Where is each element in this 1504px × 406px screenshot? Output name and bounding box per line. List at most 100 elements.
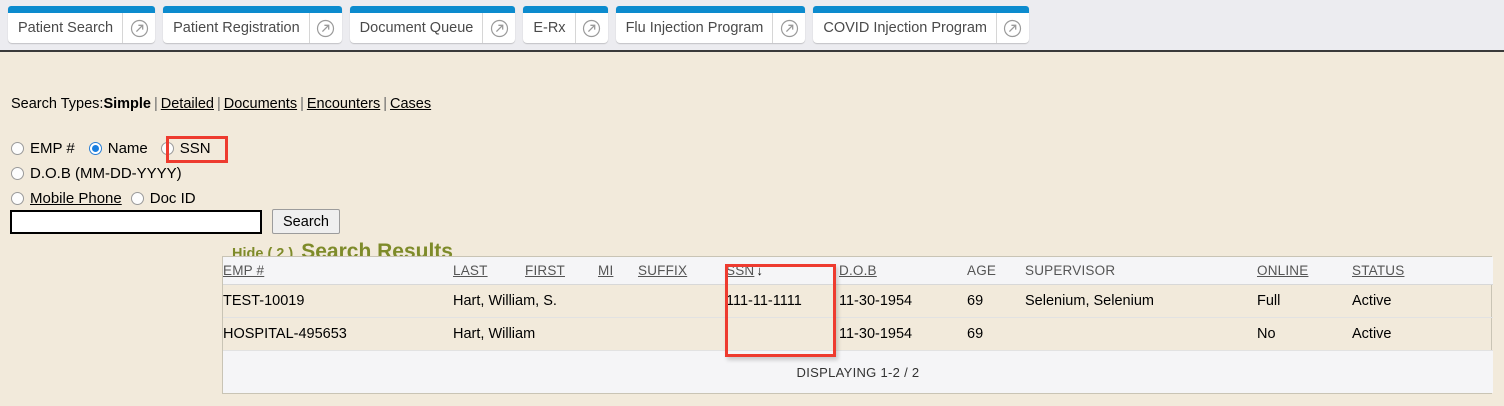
external-link-icon[interactable] bbox=[574, 13, 608, 43]
tab-label: Patient Registration bbox=[173, 20, 300, 36]
radio-ssn[interactable]: SSN bbox=[160, 140, 211, 157]
search-results-table: EMP # LAST FIRST MI SUFFIX SSN ↓ D.O.B AG… bbox=[223, 257, 1493, 393]
radio-button-indicator-selected[interactable] bbox=[88, 142, 102, 155]
results-count-label: DISPLAYING 1-2 / 2 bbox=[223, 350, 1493, 393]
tab-accent-bar bbox=[523, 6, 608, 13]
column-header-dob[interactable]: D.O.B bbox=[839, 257, 967, 285]
column-header-suffix[interactable]: SUFFIX bbox=[638, 257, 726, 285]
column-header-label: SSN bbox=[726, 263, 755, 278]
column-header-label: AGE bbox=[967, 263, 997, 278]
cell-status: Active bbox=[1352, 284, 1493, 318]
tab-label: Document Queue bbox=[359, 20, 474, 36]
tab-accent-bar bbox=[349, 6, 516, 13]
radio-name[interactable]: Name bbox=[88, 140, 148, 157]
table-body: TEST-10019 Hart, William, S. 111-11-1111… bbox=[223, 284, 1493, 351]
tab-accent-bar bbox=[8, 6, 156, 13]
column-header-emp[interactable]: EMP # bbox=[223, 257, 453, 285]
tab-e-rx[interactable]: E-Rx bbox=[523, 6, 608, 43]
search-types-label: Search Types: bbox=[11, 96, 104, 112]
column-header-label: LAST bbox=[453, 263, 488, 278]
radio-button-indicator[interactable] bbox=[11, 142, 24, 155]
column-header-last[interactable]: LAST bbox=[453, 257, 525, 285]
column-header-label: EMP # bbox=[223, 263, 265, 278]
search-type-link-detailed[interactable]: Detailed bbox=[160, 96, 214, 112]
cell-name: Hart, William bbox=[453, 317, 638, 351]
tab-accent-bar bbox=[163, 6, 342, 13]
separator: | bbox=[300, 96, 304, 112]
column-header-label: STATUS bbox=[1352, 263, 1405, 278]
radio-label: EMP # bbox=[30, 140, 75, 157]
search-type-link-cases[interactable]: Cases bbox=[390, 96, 432, 112]
radio-button-indicator[interactable] bbox=[160, 142, 174, 155]
table-footer: DISPLAYING 1-2 / 2 bbox=[223, 350, 1493, 393]
separator: | bbox=[153, 96, 158, 112]
table-header: EMP # LAST FIRST MI SUFFIX SSN ↓ D.O.B AG… bbox=[223, 257, 1493, 285]
column-header-ssn[interactable]: SSN ↓ bbox=[726, 257, 839, 285]
tab-patient-registration[interactable]: Patient Registration bbox=[163, 6, 342, 43]
search-row: Search bbox=[10, 209, 340, 234]
radio-label: Mobile Phone bbox=[30, 190, 122, 207]
cell-age: 69 bbox=[967, 317, 1025, 351]
tab-patient-search[interactable]: Patient Search bbox=[8, 6, 156, 43]
external-link-icon[interactable] bbox=[482, 13, 515, 43]
search-type-link-documents[interactable]: Documents bbox=[223, 96, 298, 112]
table-footer-row: DISPLAYING 1-2 / 2 bbox=[223, 350, 1493, 393]
column-header-label: SUPERVISOR bbox=[1025, 263, 1116, 278]
tab-accent-bar bbox=[813, 6, 1029, 13]
external-link-icon[interactable] bbox=[122, 13, 155, 43]
tab-document-queue[interactable]: Document Queue bbox=[349, 6, 516, 43]
radio-row-3: Mobile Phone Doc ID bbox=[11, 186, 211, 211]
column-header-label: SUFFIX bbox=[638, 263, 688, 278]
cell-supervisor bbox=[1025, 317, 1257, 351]
column-header-label: ONLINE bbox=[1257, 263, 1309, 278]
search-type-current-simple[interactable]: Simple bbox=[103, 96, 151, 112]
column-header-label: MI bbox=[598, 263, 614, 278]
column-header-online[interactable]: ONLINE bbox=[1257, 257, 1352, 285]
separator: | bbox=[216, 96, 221, 112]
cell-ssn: 111-11-1111 bbox=[726, 284, 839, 318]
column-header-label: D.O.B bbox=[839, 263, 877, 278]
radio-doc-id[interactable]: Doc ID bbox=[130, 190, 196, 207]
external-link-icon[interactable] bbox=[772, 13, 805, 43]
external-link-icon[interactable] bbox=[308, 13, 342, 43]
column-header-mi[interactable]: MI bbox=[598, 257, 638, 285]
cell-status: Active bbox=[1352, 317, 1493, 351]
tab-covid-injection-program[interactable]: COVID Injection Program bbox=[813, 6, 1029, 43]
radio-dob[interactable]: D.O.B (MM-DD-YYYY) bbox=[11, 165, 182, 182]
cell-suffix bbox=[638, 317, 726, 351]
table-row[interactable]: TEST-10019 Hart, William, S. 111-11-1111… bbox=[223, 284, 1493, 318]
search-criteria-radio-group: EMP # Name SSN D.O.B (MM-DD-YYYY) Mobile… bbox=[11, 136, 211, 211]
tab-bar: Patient Search Patient Registration bbox=[0, 0, 1504, 52]
tab-label: Flu Injection Program bbox=[625, 20, 764, 36]
cell-dob: 11-30-1954 bbox=[839, 317, 967, 351]
search-types-bar: Search Types:Simple | Detailed | Documents | E… bbox=[11, 96, 431, 112]
search-type-link-encounters[interactable]: Encounters bbox=[306, 96, 381, 112]
radio-label: D.O.B (MM-DD-YYYY) bbox=[30, 165, 182, 182]
search-button[interactable]: Search bbox=[272, 209, 340, 234]
column-header-status[interactable]: STATUS bbox=[1352, 257, 1493, 285]
cell-age: 69 bbox=[967, 284, 1025, 318]
radio-label: Doc ID bbox=[149, 190, 196, 207]
radio-label: SSN bbox=[179, 140, 211, 157]
table-row[interactable]: HOSPITAL-495653 Hart, William 11-30-1954… bbox=[223, 317, 1493, 351]
radio-button-indicator[interactable] bbox=[11, 167, 24, 180]
column-header-age: AGE bbox=[967, 257, 1025, 285]
radio-button-indicator[interactable] bbox=[130, 192, 144, 205]
cell-dob: 11-30-1954 bbox=[839, 284, 967, 318]
radio-mobile-phone[interactable]: Mobile Phone bbox=[11, 190, 122, 207]
column-header-first[interactable]: FIRST bbox=[525, 257, 598, 285]
radio-emp-number[interactable]: EMP # bbox=[11, 140, 75, 157]
cell-name: Hart, William, S. bbox=[453, 284, 638, 318]
search-input[interactable] bbox=[10, 209, 262, 234]
radio-button-indicator[interactable] bbox=[11, 192, 24, 205]
column-header-label: FIRST bbox=[525, 263, 565, 278]
search-results-panel: EMP # LAST FIRST MI SUFFIX SSN ↓ D.O.B AG… bbox=[222, 256, 1493, 394]
tab-label: COVID Injection Program bbox=[823, 20, 987, 36]
cell-suffix bbox=[638, 284, 726, 318]
tab-flu-injection-program[interactable]: Flu Injection Program bbox=[615, 6, 806, 43]
cell-emp: HOSPITAL-495653 bbox=[223, 317, 453, 351]
external-link-icon[interactable] bbox=[995, 13, 1029, 43]
tab-label: E-Rx bbox=[533, 20, 566, 36]
radio-row-2: D.O.B (MM-DD-YYYY) bbox=[11, 161, 211, 186]
table-header-row: EMP # LAST FIRST MI SUFFIX SSN ↓ D.O.B AG… bbox=[223, 257, 1493, 285]
